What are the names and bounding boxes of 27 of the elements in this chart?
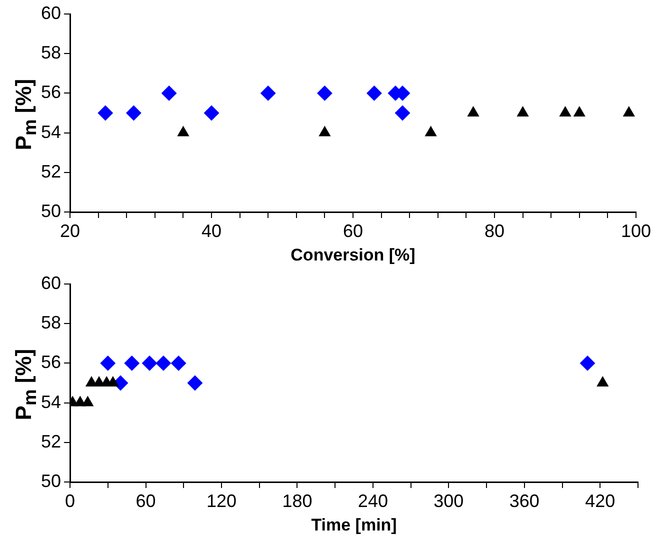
x-tick-label: 20 [60, 220, 80, 241]
x-tick-label: 360 [509, 490, 540, 511]
y-tick-label: 50 [40, 200, 62, 221]
y-tick-label: 50 [40, 470, 62, 491]
y-tick-label: 52 [40, 161, 62, 182]
x-tick-label: 60 [342, 220, 364, 241]
x-axis-title: Conversion [%] [290, 245, 416, 264]
x-tick-label: 60 [136, 490, 156, 511]
x-tick-label: 300 [434, 490, 464, 511]
y-tick-label: 56 [40, 352, 62, 372]
x-tick-label: 40 [201, 220, 222, 241]
y-tick-label: 60 [40, 2, 62, 23]
y-tick-label: 56 [40, 82, 62, 102]
x-tick-label: 100 [620, 220, 652, 241]
y-tick-label: 60 [40, 272, 62, 293]
y-tick-label: 58 [40, 312, 62, 333]
x-tick-label: 120 [206, 490, 237, 511]
x-tick-label: 240 [358, 490, 388, 511]
x-tick-label: 80 [484, 220, 505, 241]
y-tick-label: 52 [40, 431, 62, 452]
y-tick-label: 54 [40, 122, 62, 142]
y-tick-label: 58 [40, 42, 62, 63]
x-tick-label: 0 [65, 490, 76, 511]
x-axis-title: Time [min] [311, 515, 397, 534]
x-tick-label: 420 [585, 490, 616, 511]
y-tick-label: 54 [40, 392, 62, 412]
x-tick-label: 180 [282, 490, 312, 511]
